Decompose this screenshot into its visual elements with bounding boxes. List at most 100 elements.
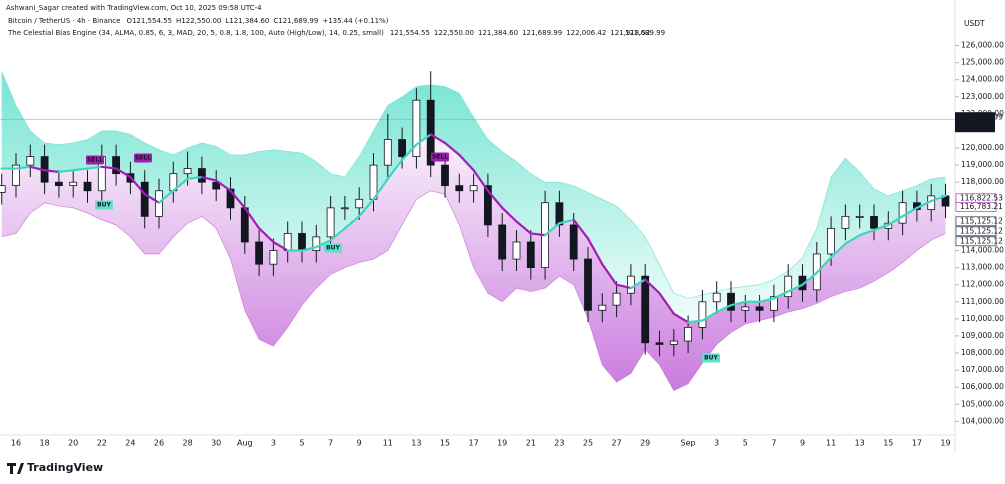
basis-line [143,193,161,204]
basis-line [386,158,404,180]
basis-line [157,189,175,204]
basis-line [615,283,633,290]
y-tick-label: 125,000.00 [961,58,1004,67]
signal-label: BUY [704,355,718,362]
candle-body [512,241,521,260]
basis-line [529,232,547,237]
y-tick-label: 126,000.00 [961,41,1004,50]
y-tick-label: 114,000.00 [961,246,1004,255]
candle-body [755,306,764,311]
price-label-box [955,216,997,227]
symbol: Bitcoin / TetherUS · 4h · Binance [8,17,120,25]
basis-line [86,165,103,170]
x-tick-label: 7 [328,439,333,448]
candle-body [655,342,664,345]
y-tick-label: 124,000.00 [961,75,1004,84]
ohlc-value: O121,554.55 [126,17,172,25]
basis-line [458,153,475,172]
y-tick-label: 118,000.00 [961,177,1004,186]
candle-body [140,181,149,217]
plot-area: SELL BUY SELL BUY SELL BUY [0,71,955,391]
basis-line [701,310,718,322]
candle-body [112,156,120,175]
candle-body [898,202,907,224]
candle-body [441,164,449,187]
basis-line [601,263,618,286]
basis-line [501,206,518,223]
x-tick-label: 3 [714,439,719,448]
basis-line [443,141,461,156]
basis-line [172,177,189,192]
basis-line [258,227,275,244]
candle-body [584,258,592,311]
price-label: 115,125.12 [960,216,1003,225]
y-tick-label: 106,000.00 [961,382,1004,391]
candle-body [383,139,392,166]
basis-line [129,175,146,196]
candle-body [455,185,464,192]
price-label: 116,783.21 [960,202,1003,211]
x-tick-label: 22 [97,439,107,448]
basis-line [787,283,804,293]
signal-label: SELL [135,155,151,162]
lower-cloud [1,134,946,391]
candle-body [627,275,635,294]
x-tick-label: 28 [183,439,193,448]
credit: Ashwani_Sagar created with TradingView.c… [6,4,262,12]
basis-line [829,242,847,259]
candle-body [770,296,778,311]
y-tick-label: 109,000.00 [961,331,1004,340]
candle-body [298,233,306,251]
signal-label: BUY [97,202,111,209]
basis-line [715,304,733,314]
x-tick-label: 27 [612,439,622,448]
x-tick-label: 9 [800,439,805,448]
y-tick-label: 120,000.00 [961,143,1004,152]
basis-line [72,167,89,172]
basis-line [472,169,489,192]
basis-line [686,319,704,324]
x-tick-label: 17 [469,439,479,448]
indicator-value: 122,550.00 [434,29,474,37]
y-tick-label: 111,000.00 [961,297,1004,306]
signal-tag [95,200,113,210]
candle-body [426,99,435,166]
basis-line [272,240,289,252]
x-tick-label: 13 [411,439,421,448]
indicator-value: 121,554.55 [390,29,430,37]
signal-label: SELL [87,157,103,164]
basis-line [672,312,690,324]
last-price-label: 121,689.99 [960,113,1003,122]
basis-line [815,256,833,274]
basis-line [658,292,675,315]
y-tick-label: 113,000.00 [961,263,1004,272]
y-tick-label: 119,000.00 [961,160,1004,169]
price-label-box [955,236,997,247]
candle-body [55,181,63,187]
candle-body [569,224,578,260]
x-tick-label: 23 [554,439,564,448]
basis-line [729,300,747,307]
logo: TradingView [7,461,103,474]
basis-line [515,220,532,235]
candle-body [526,241,535,269]
basis-line [772,290,790,300]
x-tick-label: 11 [826,439,836,448]
basis-line [343,215,361,230]
candle-body [269,250,278,265]
candle-body [684,326,692,342]
x-tick-label: 19 [940,439,950,448]
signal-tag [702,353,720,363]
basis-line [586,237,604,266]
indicator-value: 121,384.60 [478,29,518,37]
ohlc-value: C121,689.99 [273,17,318,25]
candle-body [483,185,492,226]
x-tick-label: Aug [237,439,253,448]
candle-body [669,340,678,345]
candle-body [0,185,6,193]
basis-line [558,218,575,225]
candle-body [255,241,264,265]
price-label-box [955,226,997,237]
y-tick-label: 110,000.00 [961,314,1004,323]
